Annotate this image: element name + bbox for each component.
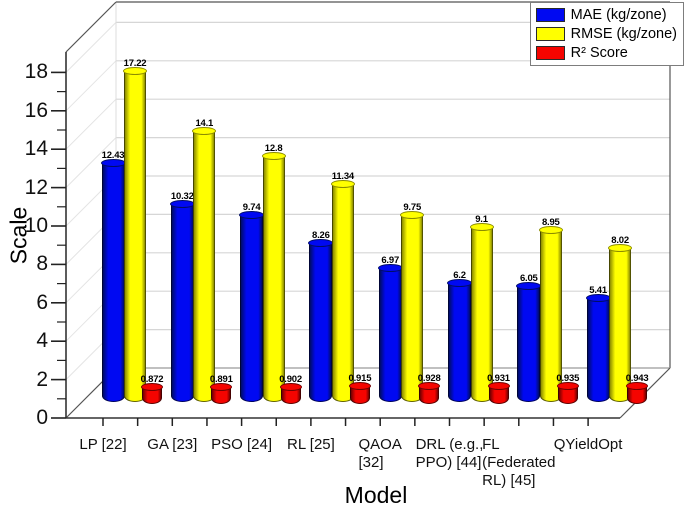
side-gridline [65,329,117,380]
side-gridline [65,60,117,112]
x-axis-title: Model [344,482,408,508]
legend-item-r2: R² Score [535,45,677,61]
floor-left-edge [65,367,117,419]
side-gridline [65,22,117,73]
legend-item-mae: MAE (kg/zone) [535,7,677,23]
legend-item-rmse: RMSE (kg/zone) [535,26,677,42]
legend: MAE (kg/zone) RMSE (kg/zone) R² Score [529,2,684,66]
side-gridline [65,214,117,265]
y-axis-title: Scale [5,206,32,265]
side-gridline [65,137,117,188]
legend-label: MAE (kg/zone) [570,7,667,23]
side-gridline [65,252,117,304]
side-gridline [65,290,117,342]
legend-label: RMSE (kg/zone) [570,26,677,42]
legend-label: R² Score [570,45,628,61]
legend-swatch-icon [535,46,565,60]
side-gridline [65,98,117,150]
legend-swatch-icon [535,27,565,41]
side-gridline [65,175,117,227]
legend-swatch-icon [535,8,565,22]
floor-right-edge [619,367,671,419]
top-depth-edge [65,1,117,53]
